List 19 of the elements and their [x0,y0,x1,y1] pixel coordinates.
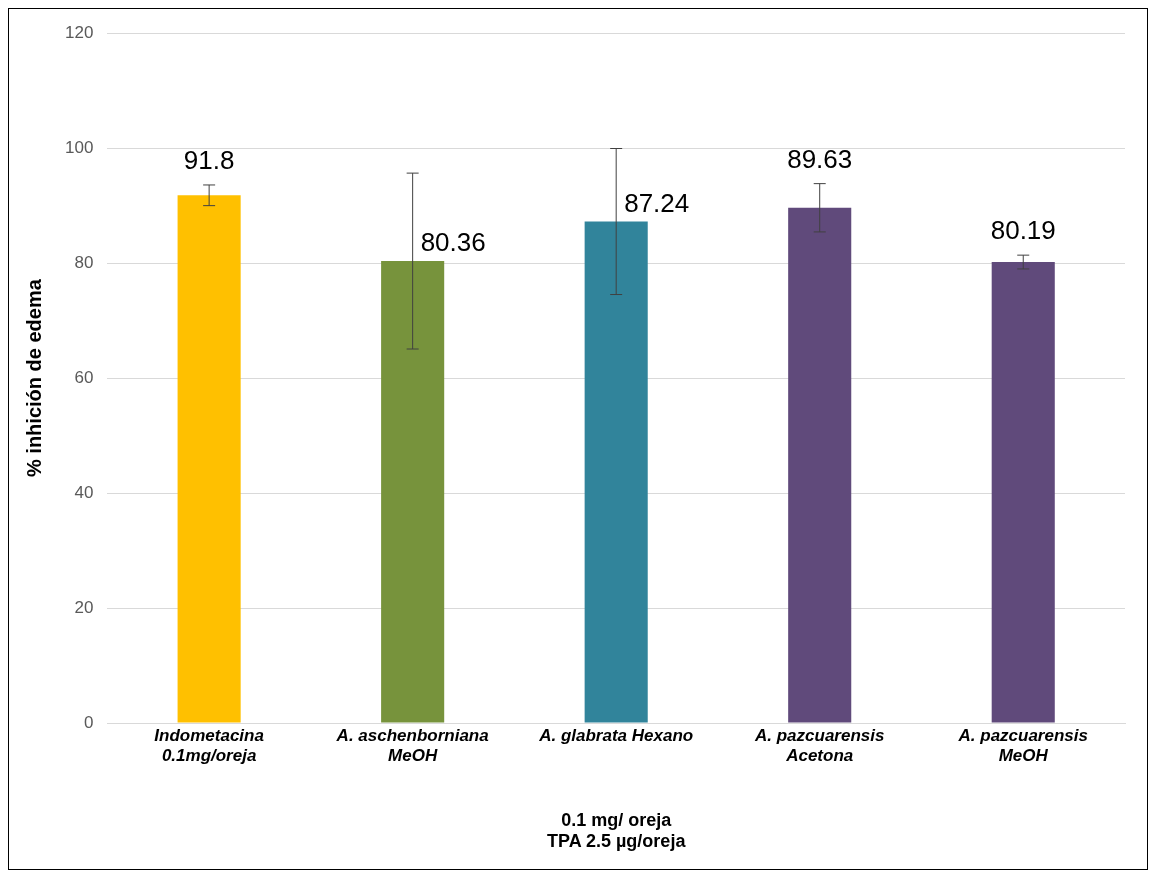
data-label: 80.36 [420,227,486,258]
y-tick-label: 0 [83,712,94,732]
x-tick-label: Indometacina 0.1mg/oreja [154,725,264,766]
y-tick-label: 40 [74,482,94,502]
x-tick-label: A. glabrata Hexano [538,725,694,745]
data-label: 91.8 [183,145,235,176]
y-tick-label: 80 [74,252,94,272]
x-tick-label: A. aschenborniana MeOH [335,725,489,766]
x-axis-title: 0.1 mg/ oreja TPA 2.5 µg/oreja [546,809,687,852]
data-label: 87.24 [624,187,690,218]
data-label: 80.19 [990,215,1056,246]
data-label: 89.63 [787,143,853,174]
x-tick-label: A. pazcuarensis MeOH [957,725,1088,766]
y-axis-title: % inhición de edema [22,278,45,478]
y-tick-label: 100 [64,137,94,157]
y-tick-label: 20 [74,597,94,617]
x-tick-label: A. pazcuarensis Acetona [753,725,885,766]
y-tick-label: 60 [74,367,94,387]
y-tick-label: 120 [64,22,94,42]
